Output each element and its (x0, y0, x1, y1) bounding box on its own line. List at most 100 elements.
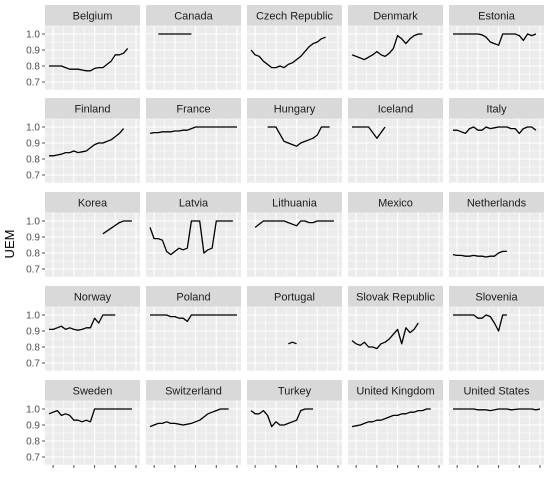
strip-background (348, 5, 443, 26)
strip-background (348, 380, 443, 401)
panel-estonia: Estonia (449, 5, 544, 91)
panel-switzerland: Switzerland (146, 380, 241, 468)
panel-portugal: Portugal (247, 286, 342, 372)
strip-label: Portugal (274, 292, 315, 304)
series-line-portugal (288, 341, 297, 345)
panel-czech-republic: Czech Republic (247, 5, 342, 91)
strip-background (247, 98, 342, 119)
panel-hungary: Hungary (247, 98, 342, 184)
series-line-netherlands (452, 250, 507, 258)
series-line-slovak-republic (351, 322, 419, 350)
strip-label: Slovak Republic (356, 292, 435, 304)
series-line-latvia (149, 220, 233, 256)
strip-label: Lithuania (272, 198, 318, 210)
strip-label: Poland (176, 292, 210, 304)
strip-background (449, 98, 544, 119)
strip-label: Hungary (274, 104, 316, 116)
strip-background (348, 192, 443, 213)
panel-lithuania: Lithuania (247, 192, 342, 278)
strip-label: Slovenia (475, 292, 518, 304)
panel-latvia: Latvia (146, 192, 241, 278)
series-line-denmark (351, 33, 423, 61)
series-line-united-kingdom (351, 408, 431, 428)
series-line-finland (49, 128, 125, 157)
strip-background (449, 286, 544, 307)
y-tick-label: 0.7 (26, 359, 40, 370)
panel-iceland: Iceland (348, 98, 443, 184)
series-line-switzerland (149, 408, 229, 428)
strip-background (146, 286, 241, 307)
y-tick-label: 0.7 (26, 453, 40, 464)
y-tick-label: 0.9 (26, 327, 40, 338)
panel-korea: Korea 0.7 0.8 0.9 1.0 (26, 192, 140, 278)
series-line-hungary (267, 126, 330, 147)
strip-label: Netherlands (467, 198, 527, 210)
strip-background (247, 380, 342, 401)
y-tick-label: 0.8 (26, 62, 40, 73)
strip-label: Turkey (278, 386, 312, 398)
y-tick-label: 0.8 (26, 249, 40, 260)
y-tick-label: 0.7 (26, 171, 40, 182)
strip-background (449, 192, 544, 213)
strip-background (45, 286, 140, 307)
y-tick-label: 1.0 (26, 30, 40, 41)
y-tick-label: 0.9 (26, 233, 40, 244)
panel-poland: Poland (146, 286, 241, 372)
panel-norway: Norway 0.7 0.8 0.9 1.0 (26, 286, 140, 372)
strip-background (449, 5, 544, 26)
series-line-estonia (453, 33, 537, 46)
strip-background (45, 98, 140, 119)
strip-label: Denmark (373, 11, 418, 23)
strip-label: Sweden (73, 386, 113, 398)
strip-label: Czech Republic (256, 11, 334, 23)
panel-canada: Canada (146, 5, 241, 91)
y-axis-title: UEM (2, 230, 17, 259)
strip-background (146, 5, 241, 26)
series-line-belgium (49, 47, 129, 72)
panel-netherlands: Netherlands (449, 192, 544, 278)
strip-background (348, 98, 443, 119)
panel-mexico: Mexico (348, 192, 443, 278)
strip-label: Mexico (378, 198, 413, 210)
series-line-turkey (250, 408, 314, 428)
strip-label: Canada (174, 11, 213, 23)
strip-background (45, 192, 140, 213)
strip-label: Norway (74, 292, 112, 304)
panel-france: France (146, 98, 241, 184)
y-tick-label: 1.0 (26, 311, 40, 322)
strip-background (247, 5, 342, 26)
y-tick-label: 0.9 (26, 139, 40, 150)
series-line-korea (102, 220, 132, 235)
panel-finland: Finland 0.7 0.8 0.9 1.0 (26, 98, 140, 184)
y-tick-label: 0.8 (26, 437, 40, 448)
strip-background (146, 192, 241, 213)
strip-label: Korea (78, 198, 108, 210)
strip-background (247, 286, 342, 307)
series-line-united-states (453, 408, 541, 412)
strip-background (146, 98, 241, 119)
y-tick-label: 1.0 (26, 217, 40, 228)
strip-label: United Kingdom (356, 386, 434, 398)
strip-background (247, 192, 342, 213)
facet-panels: Belgium 0.7 0.8 0.9 1.0 Canada Czech Republic D… (26, 5, 544, 468)
series-line-norway (49, 314, 116, 331)
series-line-slovenia (453, 314, 507, 332)
strip-label: Belgium (73, 11, 113, 23)
series-line-czech-republic (250, 36, 326, 69)
strip-background (449, 380, 544, 401)
panel-slovak-republic: Slovak Republic (348, 286, 443, 372)
panel-italy: Italy (449, 98, 544, 184)
strip-label: Iceland (378, 104, 413, 116)
y-tick-label: 0.8 (26, 155, 40, 166)
series-line-france (149, 126, 237, 135)
strip-label: Estonia (478, 11, 516, 23)
series-line-iceland (352, 126, 386, 139)
strip-label: Switzerland (165, 386, 222, 398)
strip-label: Finland (74, 104, 110, 116)
y-tick-label: 0.9 (26, 46, 40, 57)
y-tick-label: 0.7 (26, 265, 40, 276)
panel-turkey: Turkey (247, 380, 342, 468)
strip-background (45, 5, 140, 26)
panel-sweden: Sweden 0.7 0.8 0.9 1.0 (26, 380, 140, 468)
y-tick-label: 0.9 (26, 421, 40, 432)
